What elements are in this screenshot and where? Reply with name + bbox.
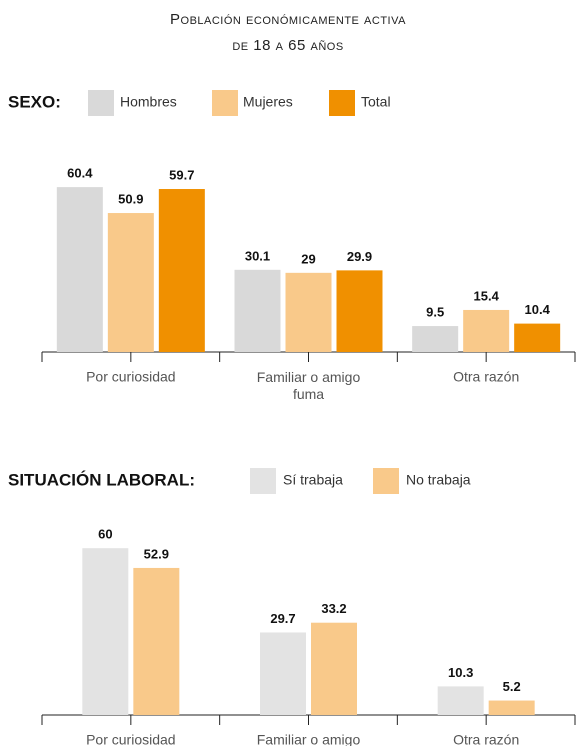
legend-label: Mujeres bbox=[243, 94, 293, 110]
legend-label: No trabaja bbox=[406, 472, 471, 488]
bar bbox=[56, 187, 103, 352]
data-label: 5.2 bbox=[503, 679, 521, 694]
x-tick-label: Otra razón bbox=[453, 369, 519, 385]
chart-subtitle: de 18 a 65 años bbox=[232, 37, 343, 54]
bar bbox=[311, 622, 357, 715]
bar bbox=[336, 270, 383, 352]
legend-title: SITUACIÓN LABORAL: bbox=[8, 470, 195, 489]
legend-label: Total bbox=[361, 94, 391, 110]
data-label: 29 bbox=[301, 251, 315, 266]
data-label: 33.2 bbox=[321, 601, 346, 616]
legend-swatch bbox=[88, 90, 114, 116]
data-label: 10.3 bbox=[448, 665, 473, 680]
legend-label: Sí trabaja bbox=[283, 472, 343, 488]
chart-title: Población económicamente activa bbox=[170, 11, 406, 28]
data-label: 30.1 bbox=[245, 248, 270, 263]
data-label: 50.9 bbox=[118, 191, 143, 206]
x-tick-label: Familiar o amigo bbox=[257, 732, 361, 746]
bar bbox=[463, 309, 510, 352]
data-label: 9.5 bbox=[426, 305, 444, 320]
data-label: 10.4 bbox=[525, 302, 551, 317]
data-label: 52.9 bbox=[144, 546, 169, 561]
data-label: 60 bbox=[98, 527, 112, 542]
legend-swatch bbox=[329, 90, 355, 116]
legend-swatch bbox=[373, 468, 399, 494]
bar bbox=[412, 326, 459, 352]
x-tick-label: Otra razón bbox=[453, 732, 519, 746]
legend-swatch bbox=[212, 90, 238, 116]
data-label: 60.4 bbox=[67, 166, 93, 181]
x-tick-label: Familiar o amigo fuma bbox=[257, 369, 361, 402]
bar bbox=[82, 548, 129, 715]
data-label: 29.7 bbox=[270, 611, 295, 626]
legend-title: SEXO: bbox=[8, 92, 61, 111]
bar bbox=[158, 189, 205, 352]
bar bbox=[107, 213, 154, 352]
data-label: 15.4 bbox=[474, 288, 500, 303]
x-tick-label: Por curiosidad bbox=[86, 369, 176, 385]
data-label: 29.9 bbox=[347, 249, 372, 264]
legend-swatch bbox=[250, 468, 276, 494]
bar bbox=[133, 567, 180, 715]
bar bbox=[488, 700, 535, 715]
bar bbox=[260, 632, 306, 715]
x-tick-label: Por curiosidad bbox=[86, 732, 176, 746]
legend-label: Hombres bbox=[120, 94, 177, 110]
bar bbox=[285, 272, 332, 352]
bar bbox=[234, 269, 281, 352]
data-label: 59.7 bbox=[169, 167, 194, 182]
bar bbox=[437, 686, 484, 715]
bar bbox=[514, 323, 561, 352]
